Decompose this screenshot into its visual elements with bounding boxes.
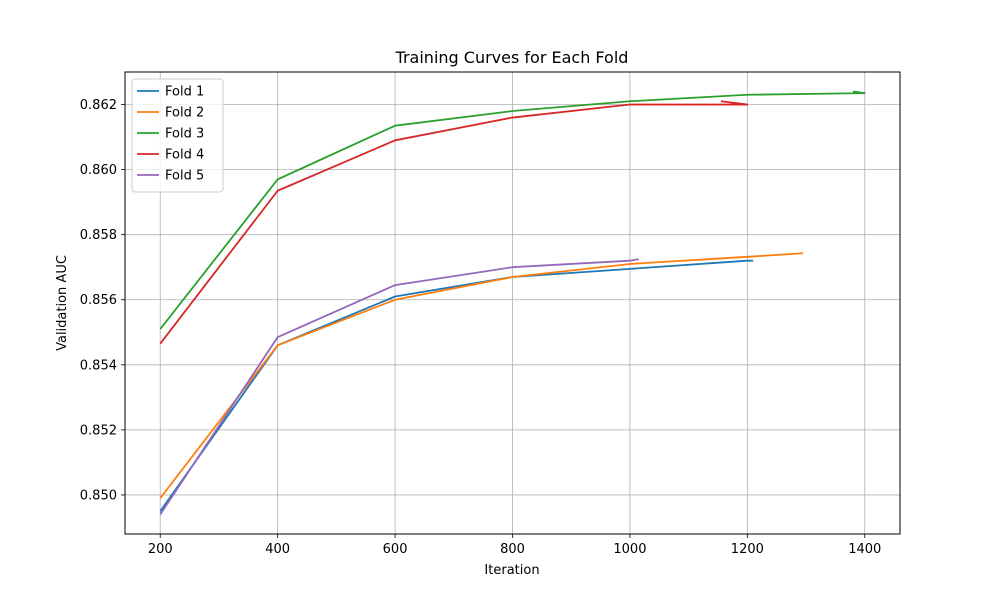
- x-tick-label: 800: [500, 542, 525, 557]
- x-tick-label: 1000: [613, 542, 646, 557]
- legend-label: Fold 3: [165, 127, 204, 142]
- x-tick-label: 200: [148, 542, 173, 557]
- legend-label: Fold 4: [165, 148, 204, 163]
- y-tick-label: 0.852: [80, 423, 117, 438]
- grid: [125, 72, 900, 534]
- chart-title: Training Curves for Each Fold: [395, 48, 629, 67]
- x-tick-label: 1200: [731, 542, 764, 557]
- x-tick-label: 1400: [848, 542, 881, 557]
- series-line-fold-4: [159, 100, 749, 345]
- series-line-fold-2: [159, 252, 804, 499]
- legend: Fold 1 Fold 2 Fold 3 Fold 4 Fold 5: [131, 78, 224, 193]
- legend-label: Fold 1: [165, 85, 204, 100]
- legend-label: Fold 2: [165, 106, 204, 121]
- x-tick-label: 400: [265, 542, 290, 557]
- y-tick-label: 0.860: [80, 163, 117, 178]
- series-line-fold-1: [159, 259, 754, 512]
- series-line-fold-3: [159, 90, 866, 330]
- y-axis-label: Validation AUC: [55, 255, 70, 351]
- x-tick-label: 600: [383, 542, 408, 557]
- y-tick-label: 0.854: [80, 358, 117, 373]
- series-line-fold-5: [159, 258, 639, 515]
- y-tick-label: 0.856: [80, 293, 117, 308]
- y-tick-label: 0.862: [80, 98, 117, 113]
- axis-ticks: 200 400 600 800 1000 1200 1400 0.850 0.852 0.854 0…: [80, 98, 882, 557]
- x-axis-label: Iteration: [484, 563, 539, 578]
- legend-label: Fold 5: [165, 169, 204, 184]
- y-tick-label: 0.858: [80, 228, 117, 243]
- y-tick-label: 0.850: [80, 488, 117, 503]
- series-lines: [159, 90, 866, 515]
- legend-box: [131, 78, 224, 193]
